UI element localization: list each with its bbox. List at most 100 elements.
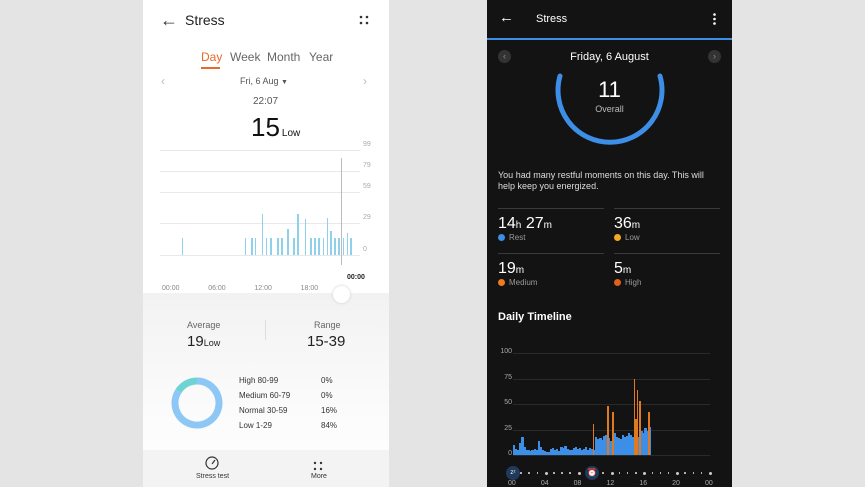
huawei-stress-screen: ← Stress Day Week Month Year ‹ › Fri, 6 … — [143, 0, 389, 487]
tab-year[interactable]: Year — [309, 50, 334, 64]
timeline-dot — [692, 472, 695, 474]
timeline-dot — [528, 472, 530, 474]
next-day-button[interactable]: › — [708, 50, 721, 63]
back-arrow-icon[interactable]: ← — [499, 9, 514, 26]
rest-bar — [525, 449, 528, 455]
tab-month[interactable]: Month — [267, 50, 301, 64]
rest-bar — [593, 449, 596, 455]
stress-test-label[interactable]: Stress test — [196, 473, 230, 480]
stress-test-button[interactable] — [205, 456, 219, 475]
rest-bar — [531, 449, 534, 455]
timeline-dot — [520, 472, 522, 474]
gridline — [513, 404, 710, 405]
x-tick-label: 00 — [508, 480, 516, 487]
stress-spike — [639, 400, 641, 455]
time-cursor — [341, 158, 343, 265]
rest-bar — [527, 449, 530, 455]
stress-bar — [338, 238, 340, 255]
x-tick-label: 00:00 — [162, 285, 180, 292]
low-label: Low — [614, 233, 640, 242]
y-tick-label: 99 — [363, 141, 371, 148]
overall-stress-ring — [555, 73, 665, 145]
stress-spike — [633, 378, 636, 455]
rest-bar — [572, 447, 575, 455]
stress-bar — [346, 232, 349, 255]
page-title: Stress — [185, 12, 225, 28]
timeline-dot — [659, 472, 662, 474]
x-tick-label: 12 — [606, 480, 615, 487]
stress-bar — [322, 238, 325, 255]
average-label: Average — [187, 320, 221, 330]
x-tick-label: 08 — [573, 480, 582, 487]
rest-bar — [558, 450, 561, 455]
rest-bar — [556, 448, 559, 455]
y-tick-label: 0 — [363, 246, 367, 253]
rest-bar — [619, 438, 623, 455]
rest-bar — [588, 447, 592, 455]
date-label: Fri, 6 Aug — [240, 76, 279, 86]
rest-bar — [644, 428, 647, 455]
rest-bar — [568, 449, 571, 455]
gridline — [160, 150, 360, 151]
stress-bar — [334, 238, 336, 255]
rest-label: Rest — [498, 233, 525, 242]
donut-segment — [171, 377, 223, 429]
y-tick-label: 25 — [504, 424, 512, 432]
stress-bar — [270, 238, 272, 255]
overflow-menu-icon[interactable] — [713, 12, 716, 30]
rest-bar — [543, 450, 547, 455]
stress-bar — [297, 213, 299, 255]
stress-bar — [287, 228, 289, 255]
rest-bar — [615, 436, 618, 455]
y-tick-label: 59 — [363, 183, 371, 190]
date-selector[interactable]: Fri, 6 Aug ▼ — [240, 76, 288, 86]
rest-bar — [562, 447, 565, 455]
rest-bar — [586, 449, 590, 455]
prev-day-icon[interactable]: ‹ — [161, 74, 165, 88]
stress-bar — [293, 238, 295, 255]
rest-bar — [640, 430, 643, 455]
timeline-dot — [569, 472, 571, 474]
high-duration: 5m — [614, 260, 632, 277]
stress-bar — [261, 213, 264, 255]
dropdown-icon: ▼ — [281, 79, 288, 86]
rest-bar — [597, 438, 600, 455]
x-tick-label: 12:00 — [254, 285, 272, 292]
rest-bar — [603, 435, 606, 455]
rest-bar — [582, 448, 586, 455]
rest-bar — [642, 432, 645, 455]
x-tick-label: 00 — [705, 480, 713, 487]
timeline-dot — [651, 472, 654, 474]
average-value: 19Low — [187, 333, 220, 351]
rest-bar — [574, 446, 577, 455]
rest-bar — [646, 430, 649, 455]
back-arrow-icon[interactable]: ← — [160, 10, 178, 30]
rest-duration: 14h 27m — [498, 215, 552, 232]
more-button[interactable] — [313, 458, 323, 476]
tab-week[interactable]: Week — [230, 50, 261, 64]
rest-bar — [632, 436, 635, 455]
timeline-scrubber-handle[interactable] — [333, 286, 350, 303]
more-options-icon[interactable] — [359, 12, 369, 25]
legend-item: Low 1-29 — [239, 421, 272, 430]
stress-bar — [254, 238, 257, 255]
legend-item: Normal 30-59 — [239, 406, 287, 415]
rest-bar — [580, 449, 584, 455]
rest-bar — [545, 451, 549, 455]
rest-bar — [629, 434, 633, 455]
rest-bar — [601, 439, 604, 455]
legend-label: Normal 30-59 — [239, 406, 288, 415]
timeline-dot — [635, 472, 637, 474]
rest-bar — [599, 437, 602, 455]
stress-spike — [648, 412, 650, 455]
rest-bar — [617, 437, 620, 455]
prev-day-button[interactable]: ‹ — [498, 50, 511, 63]
tab-day[interactable]: Day — [201, 50, 223, 64]
x-tick-label: 04 — [540, 480, 549, 487]
x-tick-label: 06:00 — [208, 285, 226, 292]
rest-bar — [535, 449, 538, 455]
more-label[interactable]: More — [311, 473, 327, 480]
rest-bar — [513, 444, 516, 455]
rest-bar — [627, 432, 631, 455]
next-day-icon[interactable]: › — [363, 74, 367, 88]
